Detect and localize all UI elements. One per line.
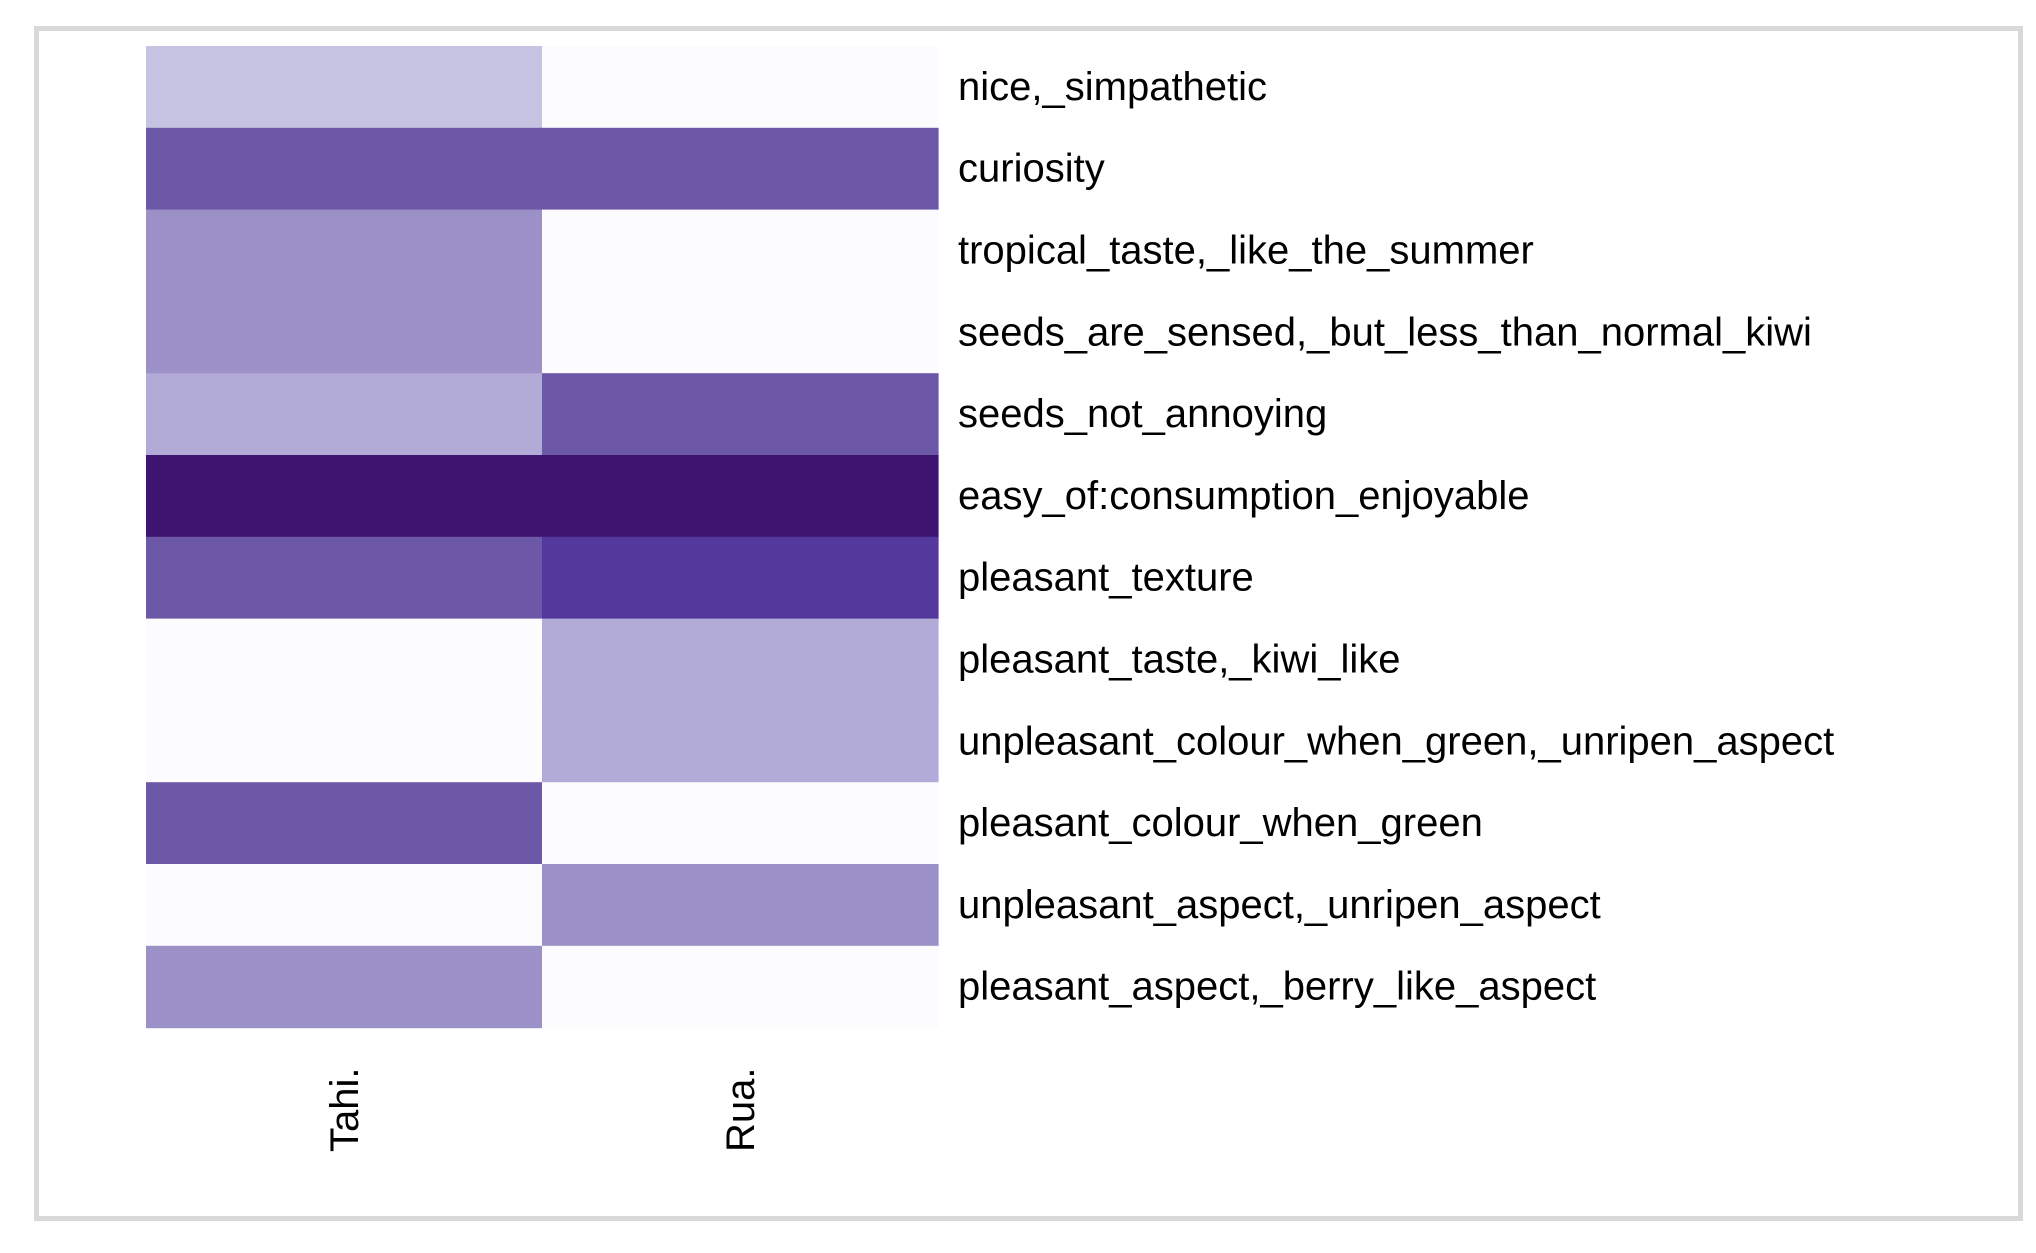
row-label: curiosity xyxy=(958,147,1105,191)
row-label: seeds_not_annoying xyxy=(958,392,1327,436)
row-label: easy_of:consumption_enjoyable xyxy=(958,474,1530,518)
heatmap-cell xyxy=(542,373,939,456)
heatmap-cell xyxy=(146,209,543,292)
column-label: Tahi. xyxy=(323,1068,367,1153)
heatmap-cell xyxy=(146,127,543,211)
heatmap-cell xyxy=(146,618,543,701)
row-label: tropical_taste,_like_the_summer xyxy=(958,229,1534,273)
heatmap-cell xyxy=(146,536,543,620)
heatmap-cell xyxy=(542,127,939,211)
heatmap-cell xyxy=(542,945,939,1029)
row-label: unpleasant_colour_when_green,_unripen_as… xyxy=(958,719,1834,763)
row-label: pleasant_taste,_kiwi_like xyxy=(958,638,1400,682)
row-label: pleasant_aspect,_berry_like_aspect xyxy=(958,965,1596,1009)
column-label: Rua. xyxy=(719,1068,763,1153)
heatmap-cell xyxy=(146,864,543,947)
row-label: pleasant_colour_when_green xyxy=(958,801,1483,845)
row-label: unpleasant_aspect,_unripen_aspect xyxy=(958,883,1601,927)
heatmap-cell xyxy=(542,864,939,947)
heatmap-cell xyxy=(542,291,939,374)
row-label: seeds_are_sensed,_but_less_than_normal_k… xyxy=(958,310,1812,354)
heatmap-cell xyxy=(542,782,939,865)
heatmap-cell xyxy=(542,700,939,783)
heatmap-cell xyxy=(146,455,543,538)
heatmap-cell xyxy=(146,373,543,456)
heatmap-cell xyxy=(542,536,939,620)
heatmap-cell xyxy=(542,618,939,701)
heatmap-cell xyxy=(146,700,543,783)
heatmap-cell xyxy=(146,46,543,129)
row-label: nice,_simpathetic xyxy=(958,65,1267,109)
row-label: pleasant_texture xyxy=(958,556,1254,600)
heatmap-cell xyxy=(146,945,543,1029)
heatmap-cell xyxy=(542,455,939,538)
heatmap-cell xyxy=(542,46,939,129)
heatmap-cell xyxy=(146,291,543,374)
heatmap-cell xyxy=(542,209,939,292)
heatmap-cell xyxy=(146,782,543,865)
